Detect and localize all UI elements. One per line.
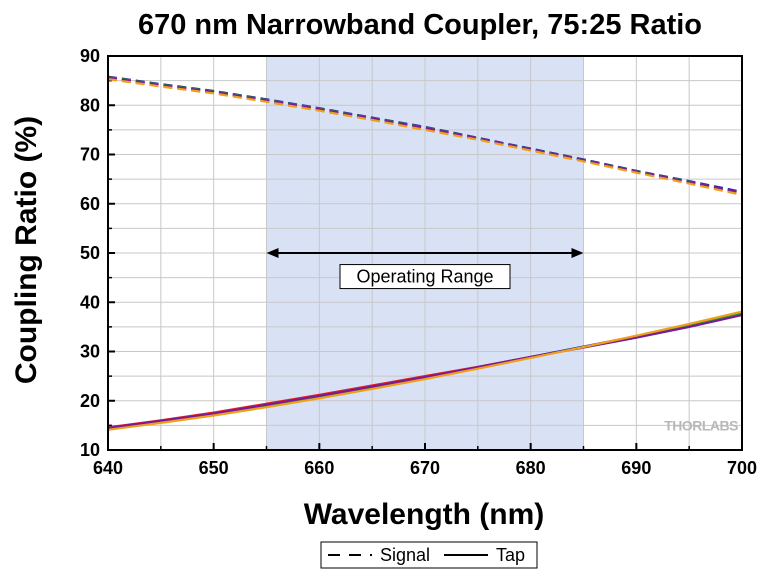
legend-signal-label: Signal <box>380 545 430 565</box>
y-axis-ticks: 10 20 30 40 50 60 70 80 90 <box>80 46 115 460</box>
x-tick-label: 670 <box>410 458 440 478</box>
y-tick-label: 80 <box>80 95 100 115</box>
series-line-signal <box>107 76 743 194</box>
y-tick-label: 40 <box>80 292 100 312</box>
y-tick-label: 10 <box>80 440 100 460</box>
y-tick-label: 70 <box>80 145 100 165</box>
series-line-tap <box>107 314 743 429</box>
legend-tap-label: Tap <box>496 545 525 565</box>
x-tick-label: 680 <box>516 458 546 478</box>
arrowhead-right <box>571 248 584 258</box>
arrowhead-left <box>266 248 279 258</box>
series-line-tap <box>107 310 743 431</box>
y-axis-label: Coupling Ratio (%) <box>10 116 43 384</box>
thorlabs-watermark: THORLABS <box>664 417 738 433</box>
operating-range-label: Operating Range <box>356 267 493 287</box>
legend-box <box>320 541 538 569</box>
x-tick-label: 650 <box>199 458 229 478</box>
x-axis-label: Wavelength (nm) <box>304 498 545 531</box>
y-tick-label: 30 <box>80 342 100 362</box>
y-tick-label: 60 <box>80 194 100 214</box>
y-tick-label: 50 <box>80 243 100 263</box>
y-tick-label: 20 <box>80 391 100 411</box>
x-tick-label: 690 <box>621 458 651 478</box>
x-tick-label: 660 <box>304 458 334 478</box>
x-tick-label: 700 <box>727 458 757 478</box>
legend: Signal Tap <box>320 541 538 569</box>
operating-range-annotation: Operating Range <box>266 248 584 290</box>
series-line-signal <box>107 78 743 196</box>
y-tick-label: 90 <box>80 46 100 66</box>
chart-title: 670 nm Narrowband Coupler, 75:25 Ratio <box>138 9 702 41</box>
series-layer <box>107 75 743 431</box>
x-tick-label: 640 <box>93 458 123 478</box>
operating-range-label-box <box>339 264 511 290</box>
x-axis-ticks: 640 650 660 670 680 690 700 <box>93 443 757 478</box>
